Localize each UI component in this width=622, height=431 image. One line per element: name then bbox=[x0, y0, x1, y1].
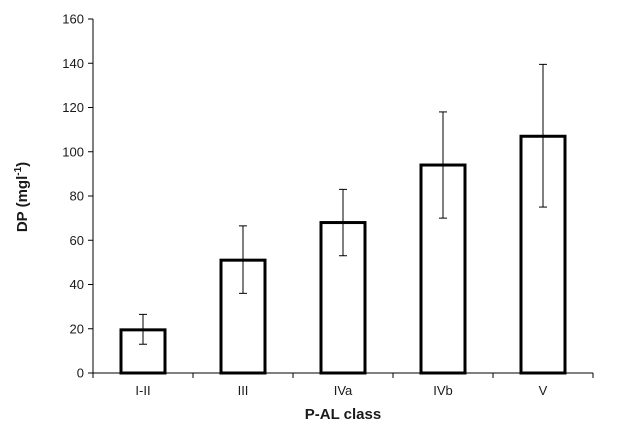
y-axis-title: DP (mgl-1) bbox=[13, 162, 31, 232]
y-tick-label: 140 bbox=[62, 56, 84, 71]
y-tick-label: 40 bbox=[70, 277, 84, 292]
x-axis-title: P-AL class bbox=[305, 406, 381, 423]
x-tick-label: III bbox=[238, 383, 249, 398]
y-tick-label: 120 bbox=[62, 100, 84, 115]
y-tick-label: 80 bbox=[70, 189, 84, 204]
error-bars-group bbox=[139, 63, 547, 345]
axes bbox=[92, 19, 593, 374]
x-tick-label: V bbox=[539, 383, 548, 398]
x-tick-label: IVb bbox=[433, 383, 453, 398]
y-axis-title-main: DP (mgl bbox=[14, 176, 31, 232]
y-tick-label: 60 bbox=[70, 233, 84, 248]
y-tick-label: 100 bbox=[62, 144, 84, 159]
y-tick-label: 20 bbox=[70, 321, 84, 336]
y-tick-label: 0 bbox=[77, 366, 84, 381]
x-axis-ticks: I-II III IVa IVb V bbox=[92, 373, 594, 398]
y-axis-ticks: 0 20 40 60 80 100 120 140 160 bbox=[62, 12, 93, 381]
y-axis-title-superscript: -1 bbox=[13, 166, 24, 175]
x-tick-label: IVa bbox=[334, 383, 353, 398]
y-axis-title-close: ) bbox=[14, 162, 31, 167]
y-tick-label: 160 bbox=[62, 12, 84, 27]
x-tick-label: I-II bbox=[135, 383, 150, 398]
